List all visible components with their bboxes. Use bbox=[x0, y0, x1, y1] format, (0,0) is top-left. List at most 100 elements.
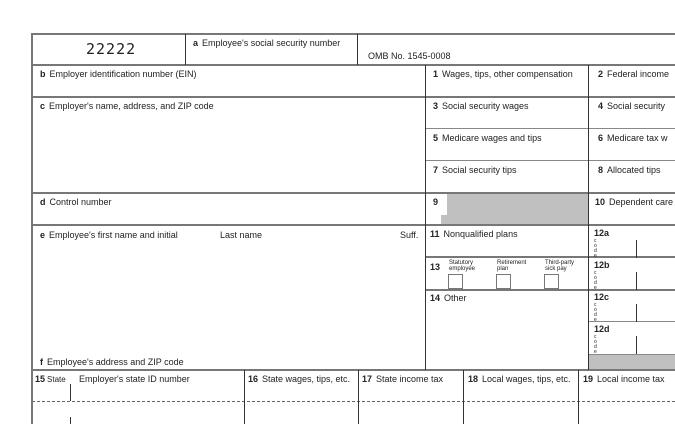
box-2-label: 2 Federal income bbox=[598, 69, 669, 79]
form-rule: Social security tips bbox=[442, 165, 517, 175]
form-rule: f bbox=[40, 357, 43, 367]
form-rule: Employee's address and ZIP code bbox=[47, 357, 184, 367]
form-rule: Federal income bbox=[607, 69, 670, 79]
box-10-label: 10 Dependent care bbox=[595, 197, 673, 207]
employee-name-field[interactable] bbox=[34, 242, 424, 352]
box-b-label: b Employer identification number (EIN) bbox=[40, 69, 197, 79]
form-rule: State bbox=[47, 375, 66, 384]
box-4-label: 4 Social security bbox=[598, 101, 665, 111]
box-e-suffix: Suff. bbox=[400, 230, 419, 240]
form-rule: 4 bbox=[598, 101, 604, 111]
form-rule bbox=[244, 370, 245, 424]
third-party-sick-pay-checkbox[interactable] bbox=[544, 274, 559, 289]
form-rule: a bbox=[193, 38, 199, 48]
form-rule bbox=[32, 192, 675, 194]
form-rule bbox=[358, 370, 359, 424]
form-rule: Local wages, tips, etc. bbox=[482, 374, 571, 384]
form-rule bbox=[32, 96, 675, 98]
box-12-bottom-shaded bbox=[589, 355, 675, 370]
form-rule bbox=[578, 370, 579, 424]
form-rule: 9 bbox=[433, 197, 439, 207]
form-rule: 15 bbox=[35, 374, 46, 384]
box-12c-divider bbox=[636, 304, 637, 322]
form-rule: c bbox=[40, 101, 46, 111]
box-15-state-id-label: Employer's state ID number bbox=[79, 374, 190, 384]
box-6-label: 6 Medicare tax w bbox=[598, 133, 668, 143]
form-rule bbox=[32, 369, 675, 371]
form-rule: Social security bbox=[607, 101, 666, 111]
statutory-employee-label: Statutory employee bbox=[449, 260, 476, 272]
box-e-label: e Employee's first name and initial bbox=[40, 230, 178, 240]
box-a-label: a Employee's social security number bbox=[193, 38, 340, 48]
form-rule: Employer's name, address, and ZIP code bbox=[49, 101, 214, 111]
box-12d-label: 12d bbox=[594, 324, 610, 334]
retirement-plan-label: Retirement plan bbox=[497, 260, 527, 272]
form-rule: 6 bbox=[598, 133, 604, 143]
box-9-shaded bbox=[441, 194, 588, 225]
employer-name-field[interactable] bbox=[34, 112, 424, 190]
form-rule: 13 bbox=[430, 262, 441, 272]
third-party-sick-pay-label: Third-party sick pay bbox=[545, 260, 575, 272]
box-19-label: 19 Local income tax bbox=[583, 374, 665, 384]
box-c-label: c Employer's name, address, and ZIP code bbox=[40, 101, 214, 111]
ein-field[interactable] bbox=[34, 80, 424, 95]
form-rule: Social security wages bbox=[442, 101, 529, 111]
form-rule: 8 bbox=[598, 165, 604, 175]
form-rule: 19 bbox=[583, 374, 594, 384]
box-8-label: 8 Allocated tips bbox=[598, 165, 661, 175]
form-rule: e bbox=[40, 230, 46, 240]
form-rule bbox=[425, 65, 426, 370]
ssn-field[interactable] bbox=[187, 50, 355, 64]
form-rule: 10 bbox=[595, 197, 606, 207]
form-rule bbox=[185, 34, 186, 65]
box-d-label: d Control number bbox=[40, 197, 112, 207]
box-3-label: 3 Social security wages bbox=[433, 101, 529, 111]
form-rule: 5 bbox=[433, 133, 439, 143]
form-rule: 7 bbox=[433, 165, 439, 175]
form-code: 22222 bbox=[86, 40, 137, 58]
box-18-label: 18 Local wages, tips, etc. bbox=[468, 374, 571, 384]
box-12b-label: 12b bbox=[594, 260, 610, 270]
box-12c-label: 12c bbox=[594, 292, 610, 302]
retirement-plan-checkbox[interactable] bbox=[496, 274, 511, 289]
box-12a-label: 12a bbox=[594, 228, 610, 238]
dashed-divider bbox=[32, 401, 675, 402]
form-rule: b bbox=[40, 69, 46, 79]
form-rule: 11 bbox=[430, 229, 440, 239]
box-9-label: 9 bbox=[427, 194, 448, 215]
form-rule bbox=[32, 64, 675, 66]
form-rule bbox=[32, 33, 675, 35]
form-rule: Control number bbox=[49, 197, 112, 207]
form-rule: Allocated tips bbox=[607, 165, 661, 175]
form-rule bbox=[589, 354, 675, 355]
form-rule: 14 bbox=[430, 293, 441, 303]
omb-number: OMB No. 1545-0008 bbox=[368, 51, 451, 61]
form-rule: Employer identification number (EIN) bbox=[49, 69, 197, 79]
form-rule bbox=[588, 65, 589, 370]
box-15-label: 15 State bbox=[35, 374, 66, 384]
form-rule bbox=[70, 417, 71, 424]
statutory-employee-checkbox[interactable] bbox=[448, 274, 463, 289]
form-rule: Dependent care bbox=[609, 197, 674, 207]
form-rule: 18 bbox=[468, 374, 479, 384]
form-rule bbox=[589, 321, 675, 322]
form-rule: Medicare wages and tips bbox=[442, 133, 542, 143]
box-12d-divider bbox=[636, 336, 637, 354]
box-17-label: 17 State income tax bbox=[362, 374, 443, 384]
control-number-field[interactable] bbox=[34, 208, 424, 223]
form-rule bbox=[425, 256, 675, 258]
box-12a-divider bbox=[636, 240, 637, 258]
box-14-label: 14 Other bbox=[430, 293, 467, 303]
form-rule: 2 bbox=[598, 69, 604, 79]
form-rule bbox=[70, 384, 71, 401]
box-11-label: 11 Nonqualified plans bbox=[430, 229, 518, 239]
box-5-label: 5 Medicare wages and tips bbox=[433, 133, 542, 143]
form-rule: Wages, tips, other compensation bbox=[442, 69, 573, 79]
form-rule bbox=[425, 289, 675, 291]
box-f-label: f Employee's address and ZIP code bbox=[40, 357, 184, 367]
box-13-label: 13 bbox=[430, 262, 444, 272]
